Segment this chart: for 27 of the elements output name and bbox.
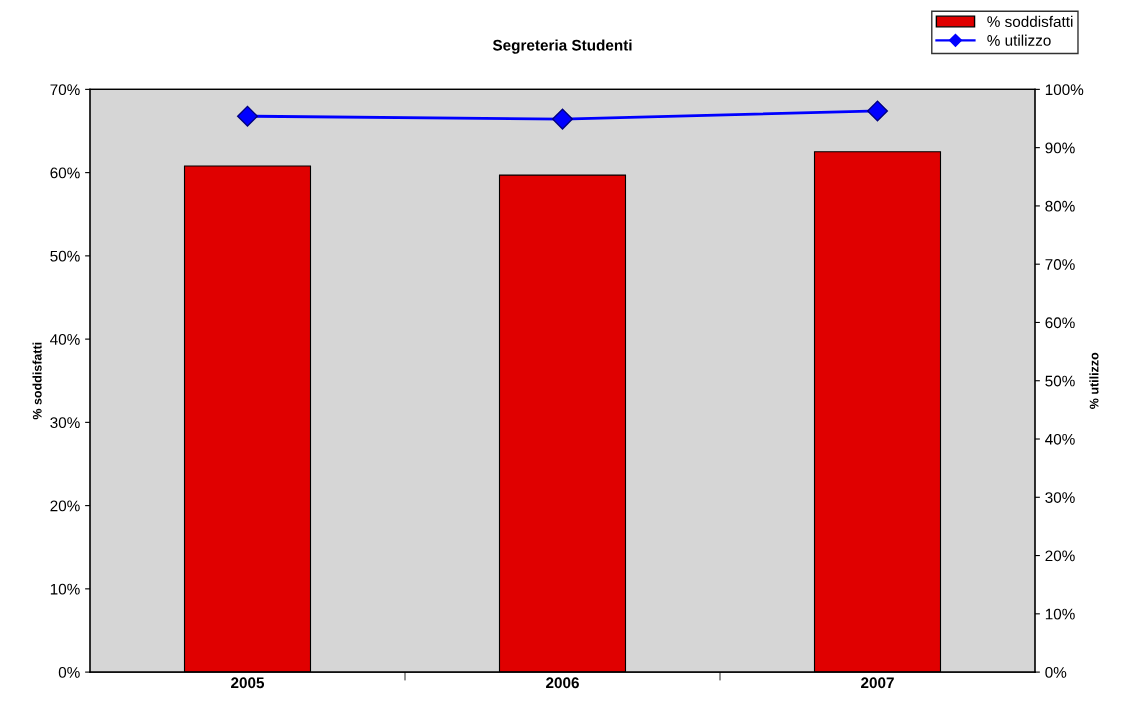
chart-title: Segreteria Studenti [492,39,632,54]
x-tick-label: 2005 [231,677,265,689]
y-tick-label: 50% [50,250,80,262]
y-tick-label: 70% [50,84,80,96]
y2-tick-label: 10% [1045,608,1075,620]
y2-tick-label: 50% [1045,375,1075,387]
y2-tick-label: 90% [1045,142,1075,154]
y-tick-label: 20% [50,500,80,512]
y-tick-label: 40% [50,333,80,345]
y-tick-label: 30% [50,417,80,429]
y2-tick-label: 20% [1045,550,1075,562]
legend-label: % soddisfatti [987,15,1073,28]
y2-tick-label: 0% [1045,666,1067,678]
y2-axis-title: % utilizzo [1089,352,1099,409]
y2-tick-label: 80% [1045,200,1075,212]
y-tick-label: 60% [50,167,80,179]
y2-tick-label: 40% [1045,433,1075,445]
y2-tick-label: 70% [1045,259,1075,270]
legend-label: % utilizzo [987,34,1051,46]
y-axis-title: % soddisfatti [32,342,42,420]
y-tick-label: 0% [58,666,80,678]
y2-tick-label: 100% [1045,84,1084,96]
x-tick-label: 2007 [861,677,894,689]
x-tick-label: 2006 [546,677,579,689]
y2-tick-label: 30% [1045,492,1075,503]
y-tick-label: 10% [50,583,80,595]
y2-tick-label: 60% [1045,317,1075,329]
